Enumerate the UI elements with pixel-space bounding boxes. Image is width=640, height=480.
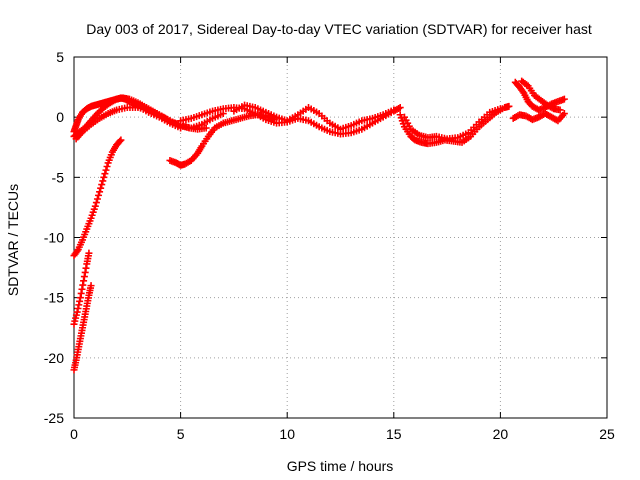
x-tick-label: 20 xyxy=(493,426,509,442)
data-point xyxy=(99,177,107,185)
data-point xyxy=(93,195,101,203)
y-tick-label: -20 xyxy=(44,350,64,366)
data-point xyxy=(505,102,513,110)
data-point xyxy=(97,184,105,192)
data-point xyxy=(91,202,99,210)
y-tick-label: 0 xyxy=(56,109,64,125)
series-arc-f xyxy=(70,282,95,374)
data-point xyxy=(116,137,124,145)
series-arc-k xyxy=(400,105,504,143)
y-axis-label: SDTVAR / TECUs xyxy=(5,184,21,296)
data-point xyxy=(87,282,95,290)
y-tick-label: -25 xyxy=(44,410,64,426)
data-point xyxy=(390,106,398,114)
x-tick-label: 15 xyxy=(386,426,402,442)
data-point xyxy=(560,110,568,118)
series-arc-n xyxy=(518,77,564,114)
data-point xyxy=(519,88,527,96)
axis-ticks: 0 5 10 15 20 25 -25 -20 -15 -10 -5 0 5 xyxy=(44,49,615,442)
data-point xyxy=(496,105,504,113)
data-point xyxy=(92,199,100,207)
series-arc-i xyxy=(230,101,398,133)
data-point xyxy=(560,95,568,103)
data-point xyxy=(101,170,109,178)
y-tick-label: 5 xyxy=(56,49,64,65)
series-arc-l xyxy=(511,78,568,114)
x-axis-label: GPS time / hours xyxy=(287,458,394,474)
series-arc-d xyxy=(70,136,125,260)
data-point xyxy=(102,166,110,174)
series-arc-c xyxy=(72,104,227,143)
data-point xyxy=(117,136,125,144)
data-point xyxy=(85,249,93,257)
grid-lines xyxy=(74,57,607,418)
series-arc-e xyxy=(70,249,93,328)
series-arc-g xyxy=(166,111,278,169)
data-point xyxy=(73,247,81,255)
data-point xyxy=(100,173,108,181)
y-tick-label: -15 xyxy=(44,290,64,306)
data-point xyxy=(556,106,564,114)
data-point xyxy=(95,191,103,199)
data-point xyxy=(103,163,111,171)
y-tick-label: -10 xyxy=(44,230,64,246)
x-tick-label: 0 xyxy=(70,426,78,442)
plot-frame xyxy=(73,56,608,419)
data-points xyxy=(70,77,568,374)
x-tick-label: 25 xyxy=(599,426,615,442)
y-tick-label: -5 xyxy=(52,169,65,185)
data-point xyxy=(98,181,106,189)
x-tick-label: 5 xyxy=(177,426,185,442)
data-point xyxy=(202,124,210,132)
chart-title: Day 003 of 2017, Sidereal Day-to-day VTE… xyxy=(86,21,592,37)
data-point xyxy=(96,188,104,196)
x-tick-label: 10 xyxy=(279,426,295,442)
data-point xyxy=(396,104,404,112)
series-arc-m xyxy=(509,110,568,125)
